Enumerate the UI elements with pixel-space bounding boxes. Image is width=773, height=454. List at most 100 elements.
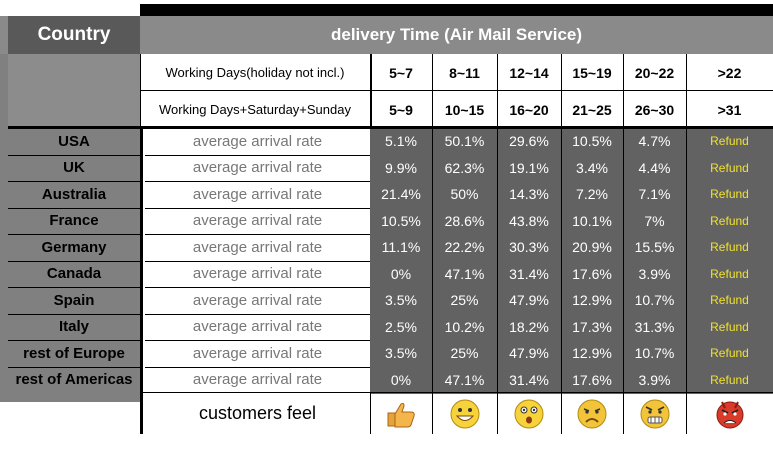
furious-face-icon bbox=[686, 393, 773, 434]
country-cell: Germany bbox=[41, 238, 107, 256]
grid-line bbox=[561, 128, 562, 393]
grid-line bbox=[686, 54, 687, 128]
metric-cell: average arrival rate bbox=[192, 291, 323, 309]
country-cell: Australia bbox=[41, 185, 107, 203]
rate-value-cell: 0% bbox=[390, 265, 412, 282]
rate-value-cell: 9.9% bbox=[385, 159, 417, 176]
grid-line bbox=[140, 54, 141, 128]
grid-line bbox=[8, 260, 140, 262]
grid-line bbox=[686, 393, 687, 434]
rate-value-cell: 50.1% bbox=[444, 133, 485, 150]
grid-line bbox=[432, 54, 433, 128]
metric-cell: average arrival rate bbox=[192, 159, 323, 177]
rate-value-cell: 10.7% bbox=[634, 292, 675, 309]
customers-feel-label: customers feel bbox=[198, 403, 317, 423]
grid-line bbox=[145, 287, 370, 288]
rate-value-cell: 10.5% bbox=[572, 133, 612, 150]
rate-value-cell: 62.3% bbox=[444, 159, 485, 176]
grid-line bbox=[8, 154, 140, 156]
day-range-cell: 16~20 bbox=[509, 101, 549, 118]
refund-cell: Refund bbox=[710, 160, 749, 175]
rate-value-cell: 12.9% bbox=[572, 292, 612, 309]
day-type-label: Working Days+Saturday+Sunday bbox=[159, 102, 351, 117]
day-range-cell: 15~19 bbox=[572, 64, 612, 81]
angry-face-icon bbox=[623, 393, 686, 434]
day-type-label: Working Days(holiday not incl.) bbox=[165, 65, 345, 80]
country-header: Country bbox=[8, 16, 140, 54]
grid-line bbox=[145, 154, 370, 156]
day-range-cell: >31 bbox=[717, 101, 742, 118]
day-range-cell: 26~30 bbox=[634, 101, 675, 118]
grid-line bbox=[140, 392, 773, 393]
grid-line bbox=[497, 128, 498, 393]
grid-line bbox=[145, 260, 370, 262]
metric-cell: average arrival rate bbox=[192, 212, 323, 230]
rate-value-cell: 7.1% bbox=[638, 186, 671, 203]
grid-line bbox=[8, 366, 140, 368]
rate-value-cell: 31.4% bbox=[509, 265, 549, 282]
rate-value-cell: 10.2% bbox=[444, 318, 485, 335]
country-cell: Italy bbox=[58, 318, 89, 336]
grid-line bbox=[8, 126, 773, 129]
grid-line bbox=[370, 393, 371, 434]
country-cell: France bbox=[49, 212, 99, 230]
rate-value-cell: 12.9% bbox=[572, 345, 612, 362]
rate-value-cell: 50% bbox=[450, 186, 479, 203]
rate-value-cell: 43.8% bbox=[509, 212, 549, 229]
rate-value-cell: 17.6% bbox=[572, 265, 612, 282]
grid-line bbox=[145, 181, 370, 182]
rate-value-cell: 14.3% bbox=[509, 186, 549, 203]
rate-value-cell: 31.4% bbox=[509, 371, 549, 388]
rate-value-cell: 10.7% bbox=[634, 345, 675, 362]
grid-line bbox=[140, 90, 773, 91]
grid-line bbox=[8, 340, 140, 341]
country-cell: Spain bbox=[53, 291, 95, 309]
refund-cell: Refund bbox=[710, 372, 749, 387]
refund-cell: Refund bbox=[710, 293, 749, 308]
thumbs-up-icon bbox=[370, 393, 432, 434]
rate-value-cell: 15.5% bbox=[634, 239, 675, 256]
refund-cell: Refund bbox=[710, 213, 749, 228]
refund-cell: Refund bbox=[710, 266, 749, 281]
country-cell: Canada bbox=[46, 265, 102, 283]
refund-cell: Refund bbox=[710, 346, 749, 361]
grid-line bbox=[145, 207, 370, 209]
rate-value-cell: 7% bbox=[644, 212, 665, 229]
grid-line bbox=[8, 181, 140, 182]
day-range-cell: 21~25 bbox=[572, 101, 612, 118]
grid-line bbox=[145, 234, 370, 235]
rate-value-cell: 19.1% bbox=[509, 159, 549, 176]
rate-value-cell: 17.6% bbox=[572, 371, 612, 388]
rate-value-cell: 28.6% bbox=[444, 212, 485, 229]
grid-line bbox=[8, 313, 140, 315]
rate-value-cell: 0% bbox=[390, 371, 412, 388]
metric-cell: average arrival rate bbox=[192, 265, 323, 283]
grid-line bbox=[623, 128, 624, 393]
grid-line bbox=[8, 207, 140, 209]
metric-cell: average arrival rate bbox=[192, 318, 323, 336]
rate-value-cell: 3.5% bbox=[385, 345, 417, 362]
metric-cell: average arrival rate bbox=[192, 371, 323, 389]
grid-line bbox=[370, 54, 372, 128]
rate-value-cell: 2.5% bbox=[385, 318, 417, 335]
country-cell: UK bbox=[63, 159, 85, 177]
grid-line bbox=[8, 234, 140, 235]
grid-line bbox=[145, 313, 370, 315]
grid-line bbox=[145, 340, 370, 341]
metric-cell: average arrival rate bbox=[192, 185, 323, 203]
metric-cell: average arrival rate bbox=[192, 344, 323, 362]
day-range-cell: 5~9 bbox=[389, 101, 413, 118]
rate-value-cell: 20.9% bbox=[572, 239, 612, 256]
day-range-cell: 12~14 bbox=[509, 64, 549, 81]
rate-value-cell: 25% bbox=[450, 292, 479, 309]
rate-value-cell: 4.4% bbox=[638, 159, 671, 176]
country-cell: USA bbox=[58, 132, 90, 150]
rate-value-cell: 3.9% bbox=[638, 265, 671, 282]
rate-value-cell: 5.1% bbox=[385, 133, 417, 150]
grid-line bbox=[432, 128, 433, 393]
grid-line bbox=[140, 128, 143, 434]
rate-value-cell: 22.2% bbox=[444, 239, 485, 256]
left-header-spacer bbox=[8, 54, 140, 126]
grid-line bbox=[432, 393, 433, 434]
rate-value-cell: 10.5% bbox=[381, 212, 421, 229]
